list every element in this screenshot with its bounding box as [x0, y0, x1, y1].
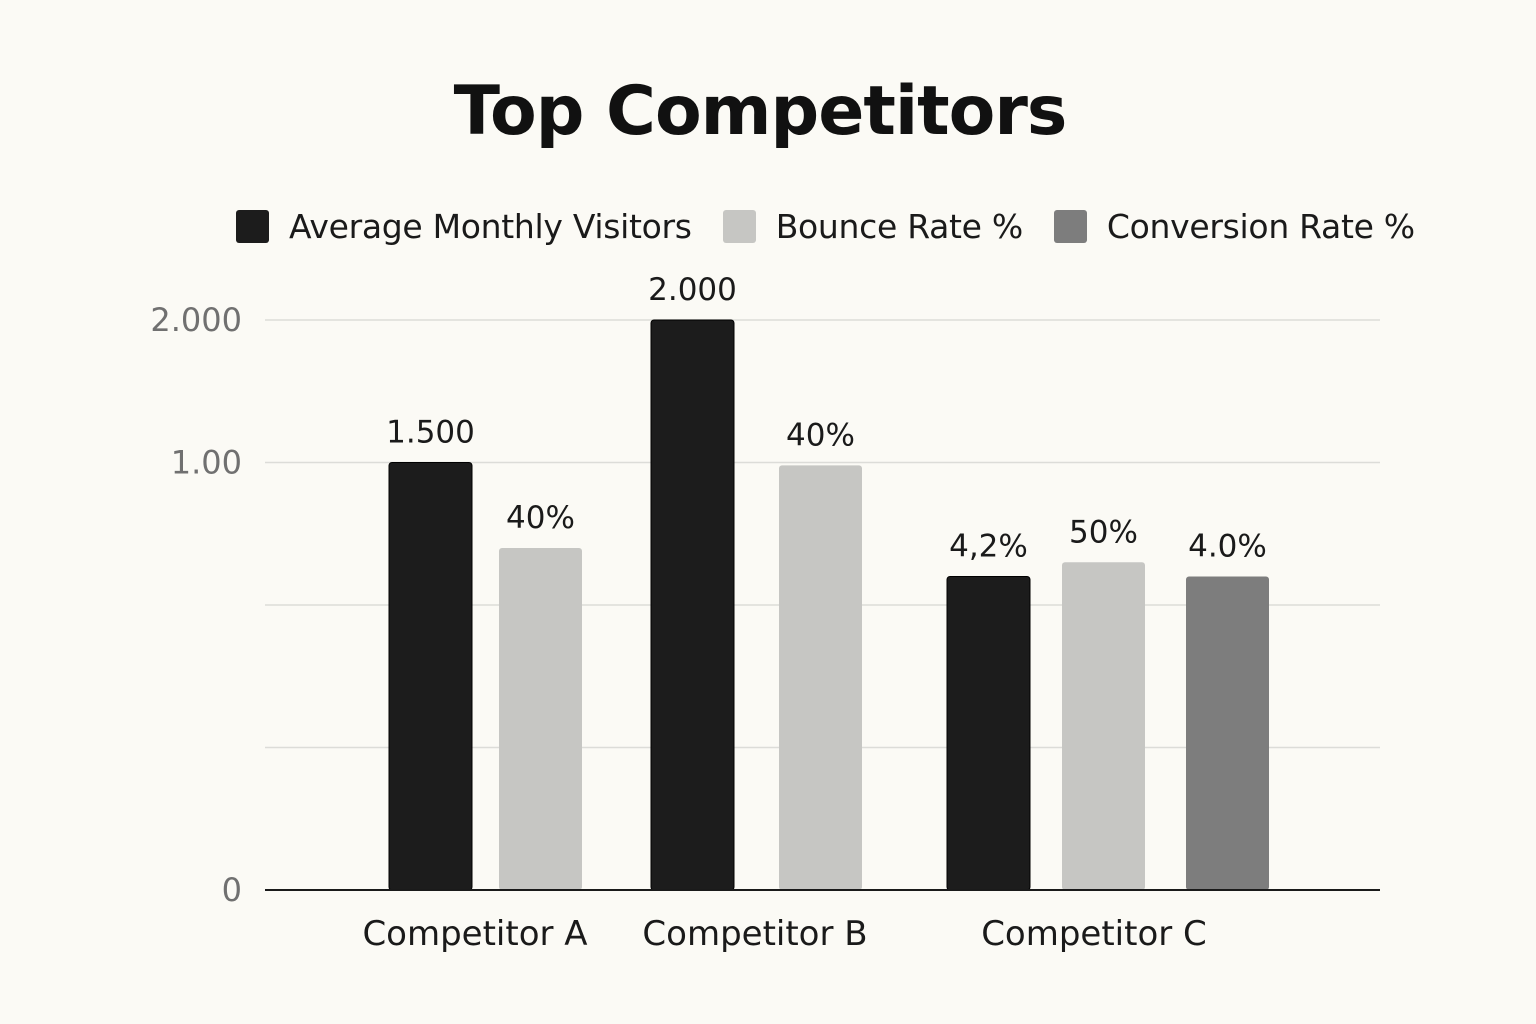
bar-series2-cat2: [1186, 576, 1269, 890]
bar-series1-cat1: [779, 465, 862, 890]
data-labels: 1.500 40% 2.000 40% 4,2% 50% 4.0%: [386, 272, 1267, 565]
data-label-series0-cat1: 2.000: [648, 272, 737, 308]
legend-label-visitors: Average Monthly Visitors: [289, 206, 692, 246]
bar-series0-cat0: [388, 462, 473, 891]
bar-series1-cat0: [499, 548, 582, 890]
category-label-0: Competitor A: [362, 914, 587, 954]
legend-label-conversion-rate: Conversion Rate %: [1106, 206, 1415, 246]
legend-item-conversion-rate: Conversion Rate %: [1053, 206, 1415, 246]
legend-label-bounce-rate: Bounce Rate %: [775, 206, 1024, 246]
chart-legend: Average Monthly Visitors Bounce Rate % C…: [236, 204, 1446, 248]
legend-item-bounce-rate: Bounce Rate %: [722, 206, 1024, 246]
bar-series1-cat2: [1062, 562, 1145, 890]
category-label-1: Competitor B: [642, 914, 867, 954]
data-label-series2-cat2: 4.0%: [1188, 529, 1267, 565]
data-label-series1-cat0: 40%: [506, 500, 575, 536]
data-label-series1-cat2: 50%: [1069, 514, 1138, 550]
legend-swatch-visitors: [236, 209, 269, 243]
data-label-series0-cat0: 1.500: [386, 415, 475, 451]
legend-swatch-bounce-rate: [722, 209, 756, 243]
bar-series0-cat2: [946, 576, 1031, 891]
bar-series0-cat1: [650, 319, 735, 891]
data-label-series0-cat2: 4,2%: [949, 529, 1028, 565]
y-axis-ticks: 0 1.00 2.000: [150, 301, 242, 909]
legend-swatch-conversion-rate: [1053, 209, 1087, 243]
data-label-series1-cat1: 40%: [786, 417, 855, 453]
legend-item-visitors: Average Monthly Visitors: [236, 207, 692, 246]
y-tick-label-0: 0: [222, 871, 242, 909]
bars: [388, 319, 1269, 891]
x-axis-categories: Competitor A Competitor B Competitor C: [362, 914, 1206, 954]
y-tick-label-2: 1.00: [171, 444, 242, 482]
y-tick-label-3: 2.000: [150, 301, 242, 339]
category-label-2: Competitor C: [981, 914, 1207, 954]
chart-title: Top Competitors: [453, 72, 1068, 151]
